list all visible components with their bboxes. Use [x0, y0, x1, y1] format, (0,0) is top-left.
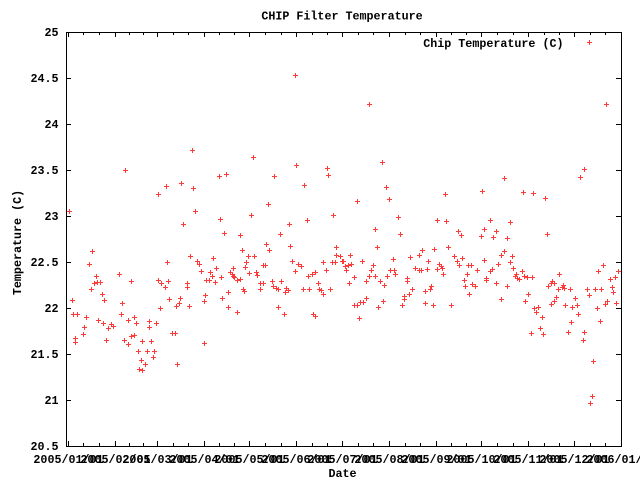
- svg-text:2005/06/01: 2005/06/01: [261, 453, 331, 467]
- svg-text:2005/12/01: 2005/12/01: [539, 453, 609, 467]
- svg-text:2005/04/01: 2005/04/01: [169, 453, 239, 467]
- svg-text:2005/07/01: 2005/07/01: [307, 453, 377, 467]
- svg-text:21: 21: [44, 394, 58, 408]
- svg-text:2005/09/01: 2005/09/01: [401, 453, 471, 467]
- svg-text:24.5: 24.5: [30, 72, 58, 86]
- svg-text:2005/03/01: 2005/03/01: [122, 453, 192, 467]
- svg-text:2006/01/01: 2006/01/01: [586, 453, 640, 467]
- svg-text:Temperature (C): Temperature (C): [11, 190, 25, 295]
- svg-text:2005/08/01: 2005/08/01: [354, 453, 424, 467]
- svg-text:20.5: 20.5: [30, 440, 58, 454]
- svg-text:Chip Temperature (C): Chip Temperature (C): [423, 37, 563, 51]
- svg-text:2005/10/01: 2005/10/01: [446, 453, 516, 467]
- svg-text:2005/11/01: 2005/11/01: [493, 453, 563, 467]
- svg-text:Date: Date: [328, 467, 356, 480]
- svg-text:25: 25: [44, 26, 58, 40]
- svg-text:2005/01/01: 2005/01/01: [33, 453, 103, 467]
- svg-text:CHIP Filter Temperature: CHIP Filter Temperature: [261, 10, 422, 24]
- svg-text:23.5: 23.5: [30, 164, 58, 178]
- svg-text:21.5: 21.5: [30, 348, 58, 362]
- svg-text:2005/05/01: 2005/05/01: [214, 453, 284, 467]
- svg-text:24: 24: [44, 118, 58, 132]
- svg-text:23: 23: [44, 210, 58, 224]
- svg-text:22.5: 22.5: [30, 256, 58, 270]
- svg-text:2005/02/01: 2005/02/01: [80, 453, 150, 467]
- svg-text:22: 22: [44, 302, 58, 316]
